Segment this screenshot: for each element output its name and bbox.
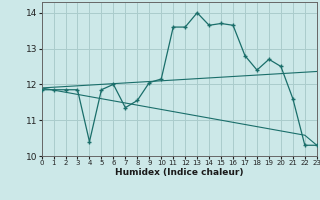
X-axis label: Humidex (Indice chaleur): Humidex (Indice chaleur) — [115, 168, 244, 177]
